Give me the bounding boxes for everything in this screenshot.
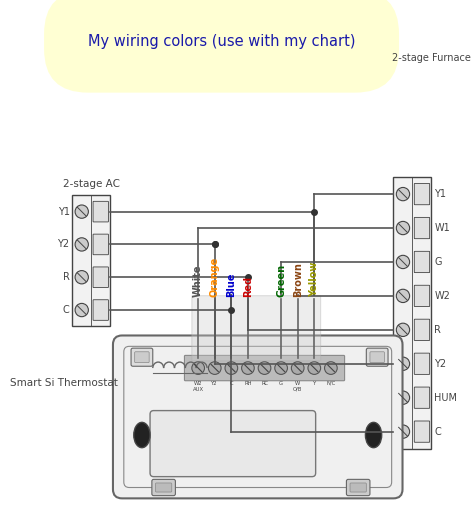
Circle shape xyxy=(396,187,410,201)
FancyBboxPatch shape xyxy=(414,251,429,272)
Circle shape xyxy=(275,362,287,374)
Text: W2: W2 xyxy=(434,291,450,301)
Text: Y1: Y1 xyxy=(434,189,446,199)
Circle shape xyxy=(75,238,88,251)
Text: R: R xyxy=(63,272,70,282)
Text: N/C: N/C xyxy=(326,381,336,386)
Text: C: C xyxy=(229,381,233,386)
Circle shape xyxy=(396,289,410,303)
Circle shape xyxy=(225,362,237,374)
Circle shape xyxy=(308,362,320,374)
Text: Y2: Y2 xyxy=(434,359,447,369)
FancyBboxPatch shape xyxy=(93,201,109,222)
FancyBboxPatch shape xyxy=(135,352,149,363)
FancyBboxPatch shape xyxy=(366,348,388,366)
Circle shape xyxy=(396,221,410,234)
Text: W
O/B: W O/B xyxy=(293,381,302,392)
FancyBboxPatch shape xyxy=(370,352,384,363)
Circle shape xyxy=(242,362,254,374)
FancyBboxPatch shape xyxy=(414,387,429,408)
Text: Y2: Y2 xyxy=(57,239,70,249)
Text: My wiring colors (use with my chart): My wiring colors (use with my chart) xyxy=(88,34,356,49)
Circle shape xyxy=(396,256,410,269)
Text: White: White xyxy=(193,264,203,297)
Text: C: C xyxy=(63,305,70,315)
FancyBboxPatch shape xyxy=(346,479,370,496)
Text: W2
AUX: W2 AUX xyxy=(192,381,204,392)
Text: Y2: Y2 xyxy=(211,381,218,386)
Text: C: C xyxy=(434,427,441,437)
Text: HUM: HUM xyxy=(434,393,457,403)
Circle shape xyxy=(396,425,410,438)
Circle shape xyxy=(209,362,221,374)
Text: Blue: Blue xyxy=(227,272,237,297)
FancyBboxPatch shape xyxy=(131,348,153,366)
Circle shape xyxy=(396,323,410,336)
FancyBboxPatch shape xyxy=(350,483,366,492)
Ellipse shape xyxy=(134,422,150,448)
Text: RC: RC xyxy=(261,381,268,386)
Text: Orange: Orange xyxy=(210,256,220,297)
FancyBboxPatch shape xyxy=(113,335,402,498)
Circle shape xyxy=(292,362,304,374)
Text: 2-stage AC: 2-stage AC xyxy=(63,180,120,190)
FancyBboxPatch shape xyxy=(93,300,109,320)
Circle shape xyxy=(75,270,88,284)
Bar xyxy=(72,195,110,326)
Text: G: G xyxy=(434,257,442,267)
Bar xyxy=(393,177,431,449)
Circle shape xyxy=(75,304,88,317)
FancyBboxPatch shape xyxy=(414,183,429,205)
FancyBboxPatch shape xyxy=(414,285,429,307)
Ellipse shape xyxy=(365,422,382,448)
FancyBboxPatch shape xyxy=(93,267,109,288)
Text: Smart Si Thermostat: Smart Si Thermostat xyxy=(9,379,118,389)
Text: Green: Green xyxy=(276,263,286,297)
Circle shape xyxy=(258,362,271,374)
FancyBboxPatch shape xyxy=(192,296,320,361)
FancyBboxPatch shape xyxy=(93,234,109,254)
Circle shape xyxy=(192,362,204,374)
FancyBboxPatch shape xyxy=(155,483,172,492)
Text: W1: W1 xyxy=(434,223,450,233)
FancyBboxPatch shape xyxy=(184,355,345,381)
Text: Brown: Brown xyxy=(293,262,303,297)
FancyBboxPatch shape xyxy=(414,319,429,341)
Text: G: G xyxy=(279,381,283,386)
Text: R: R xyxy=(434,325,441,335)
Circle shape xyxy=(325,362,337,374)
Text: Y1: Y1 xyxy=(57,206,70,216)
Circle shape xyxy=(75,205,88,218)
Text: Red: Red xyxy=(243,276,253,297)
Text: Y: Y xyxy=(313,381,316,386)
FancyBboxPatch shape xyxy=(152,479,175,496)
FancyBboxPatch shape xyxy=(414,218,429,239)
FancyBboxPatch shape xyxy=(414,421,429,442)
Text: 2-stage Furnace: 2-stage Furnace xyxy=(392,53,470,63)
FancyBboxPatch shape xyxy=(414,353,429,374)
FancyBboxPatch shape xyxy=(150,411,316,477)
Text: RH: RH xyxy=(244,381,252,386)
Circle shape xyxy=(396,391,410,404)
Text: Yellow: Yellow xyxy=(310,261,319,297)
Circle shape xyxy=(396,357,410,371)
